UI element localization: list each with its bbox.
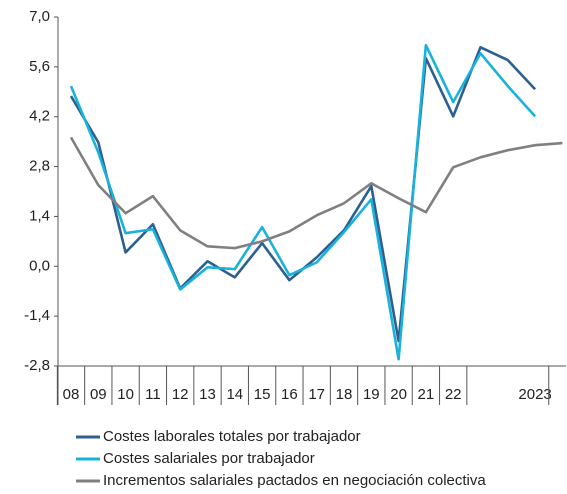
x-tick-label: 08 (63, 386, 80, 403)
x-tick-label: 2023 (518, 386, 551, 403)
series-line (69, 136, 563, 250)
x-tick-label: 10 (117, 386, 134, 403)
y-tick-label: -1,4 (24, 307, 50, 324)
x-tick-label: 18 (336, 386, 353, 403)
x-tick-label: 14 (226, 386, 243, 403)
y-tick-label: 2,8 (29, 158, 50, 175)
x-tick-label: 11 (145, 386, 161, 403)
y-tick-label: 0,0 (29, 257, 50, 274)
y-tick-label: -2,8 (24, 357, 50, 374)
legend-label: Costes salariales por trabajador (103, 450, 315, 467)
x-tick-label: 17 (308, 386, 325, 403)
series-line (69, 45, 537, 343)
y-tick-label: 1,4 (29, 207, 50, 224)
x-tick-label: 12 (172, 386, 189, 403)
x-tick-label: 09 (90, 386, 107, 403)
legend-label: Costes laborales totales por trabajador (103, 428, 361, 445)
x-tick-label: 13 (199, 386, 216, 403)
x-tick-label: 15 (254, 386, 271, 403)
x-tick-label: 16 (281, 386, 298, 403)
y-tick-label: 7,0 (29, 8, 50, 25)
series-line (69, 43, 537, 361)
legend-label: Incrementos salariales pactados en negoc… (103, 472, 486, 489)
x-tick-label: 19 (363, 386, 380, 403)
y-tick-label: 4,2 (29, 108, 50, 125)
x-tick-label: 22 (445, 386, 462, 403)
x-tick-label: 20 (390, 386, 407, 403)
y-tick-label: 5,6 (29, 58, 50, 75)
x-tick-label: 21 (418, 386, 435, 403)
